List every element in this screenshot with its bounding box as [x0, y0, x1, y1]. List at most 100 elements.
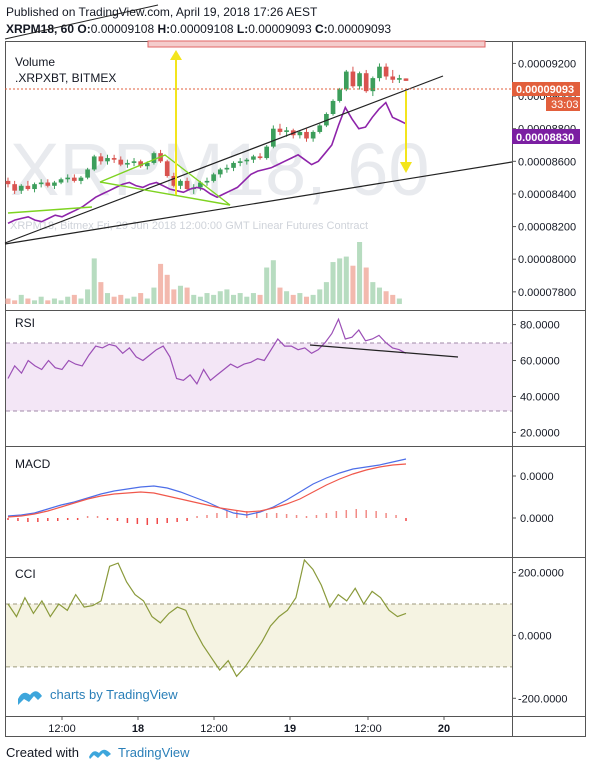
candle-up: [343, 71, 349, 90]
high-label: H:: [157, 22, 171, 36]
tradingview-logo[interactable]: charts by TradingView: [18, 687, 178, 705]
tradingview-brand-link[interactable]: TradingView: [118, 745, 190, 760]
candle-up: [58, 179, 64, 183]
candle-up: [178, 180, 183, 186]
time-tick-label: 18: [132, 723, 144, 735]
macd-line: [7, 458, 407, 517]
cci-axis: 200.0000 0.0000 -200.0000: [512, 568, 568, 705]
macd-signal-line: [7, 463, 407, 518]
candle-down: [164, 161, 170, 176]
volume-bar: [323, 282, 329, 304]
volume-bar: [350, 265, 356, 304]
rsi-tick-label: 60.0000: [520, 356, 560, 368]
volume-bar: [58, 300, 64, 304]
cci-tick-label: 0.0000: [518, 630, 552, 642]
candle-up: [204, 180, 210, 183]
candle-up: [198, 182, 203, 188]
volume-bar: [363, 267, 369, 304]
volume-bar: [51, 298, 57, 304]
volume-bar: [370, 282, 376, 304]
candle-up: [65, 177, 71, 180]
macd-tick-label: 0.0000: [520, 471, 554, 483]
candle-up: [85, 169, 90, 178]
volume-bar: [124, 298, 130, 304]
drawn-rectangle[interactable]: [147, 40, 486, 48]
candle-up: [217, 169, 223, 175]
volume-bar: [376, 287, 382, 304]
time-tick-label: 12:00: [48, 723, 76, 735]
candle-down: [98, 156, 104, 162]
volume-legend: Volume: [15, 55, 55, 69]
last-price-badge: [512, 82, 580, 96]
price-tick-label: 0.00008400: [518, 189, 576, 201]
volume-bar: [45, 300, 51, 304]
price-badges: 0.00009093 33:03 0.00008830: [512, 82, 580, 144]
drawn-green-triangle[interactable]: [99, 154, 231, 206]
high-value: 0.00009108: [170, 22, 234, 36]
symbol-label: XRPM18, 60: [6, 22, 75, 36]
volume-bar: [171, 289, 177, 304]
volume-bar: [237, 293, 243, 304]
candle-up: [18, 185, 24, 191]
time-axis[interactable]: 12:00 18 12:00 19 12:00 20: [48, 716, 450, 735]
volume-bar: [264, 267, 270, 304]
close-label: C:: [314, 22, 328, 36]
yellow-arrowhead-down: [400, 162, 412, 173]
volume-bar: [197, 296, 203, 304]
candle-up: [144, 162, 150, 167]
volume-bar: [138, 293, 144, 304]
drawn-overlay-trendline[interactable]: [4, 161, 513, 245]
overlay-legend: .XRPXBT, BITMEX: [15, 71, 116, 85]
volume-bar: [184, 287, 190, 304]
candle-up: [91, 156, 97, 170]
candle-down: [12, 184, 17, 191]
tradingview-cloud-icon: [18, 691, 42, 705]
candle-down: [45, 182, 51, 186]
candlesticks: [5, 63, 409, 194]
candle-up: [370, 78, 376, 92]
volume-bar: [25, 298, 31, 304]
volume-bar: [191, 294, 197, 304]
candle-up: [271, 128, 276, 147]
volume-bar: [151, 287, 157, 304]
candle-up: [105, 158, 110, 162]
rsi-axis: 80.0000 60.0000 40.0000 20.0000: [512, 320, 560, 439]
price-tick-label: 0.00007800: [518, 287, 576, 299]
candle-up: [244, 159, 250, 162]
cci-tick-label: 200.0000: [518, 568, 564, 580]
candle-up: [224, 167, 230, 170]
overlay-price-badge-text: 0.00008830: [516, 132, 574, 144]
candle-up: [251, 156, 256, 160]
rsi-title: RSI: [15, 316, 35, 330]
candle-up: [377, 66, 382, 79]
volume-bar: [118, 294, 124, 304]
time-tick-label: 12:00: [200, 723, 228, 735]
candle-up: [297, 131, 303, 136]
drawn-support-trendline[interactable]: [4, 75, 444, 244]
volume-bar: [12, 300, 18, 304]
close-value: 0.00009093: [327, 22, 392, 36]
candle-up: [32, 184, 37, 190]
volume-bar: [65, 296, 71, 304]
candle-up: [310, 131, 316, 139]
volume-bar: [357, 242, 363, 304]
volume-bar: [310, 294, 316, 304]
last-price-badge-text: 0.00009093: [516, 84, 574, 96]
drawn-trendline-top[interactable]: [4, 4, 159, 40]
rsi-divergence-trendline[interactable]: [309, 344, 459, 358]
candle-down: [184, 180, 190, 190]
price-tick-label: 0.00008200: [518, 222, 576, 234]
volume-bar: [290, 294, 296, 304]
rsi-tick-label: 40.0000: [520, 391, 560, 403]
volume-bar: [217, 291, 223, 304]
candle-up: [231, 162, 236, 168]
volume-bar: [257, 294, 263, 304]
drawn-green-line[interactable]: [7, 206, 93, 214]
candle-down: [257, 156, 263, 159]
time-tick-label: 20: [438, 723, 450, 735]
volume-bar: [78, 298, 84, 304]
charts-by-tradingview[interactable]: charts by TradingView: [50, 687, 178, 702]
watermark-description: XRPM18, Bitmex Fri, 29 Jun 2018 12:00:00…: [10, 220, 368, 232]
candle-up: [52, 182, 57, 186]
